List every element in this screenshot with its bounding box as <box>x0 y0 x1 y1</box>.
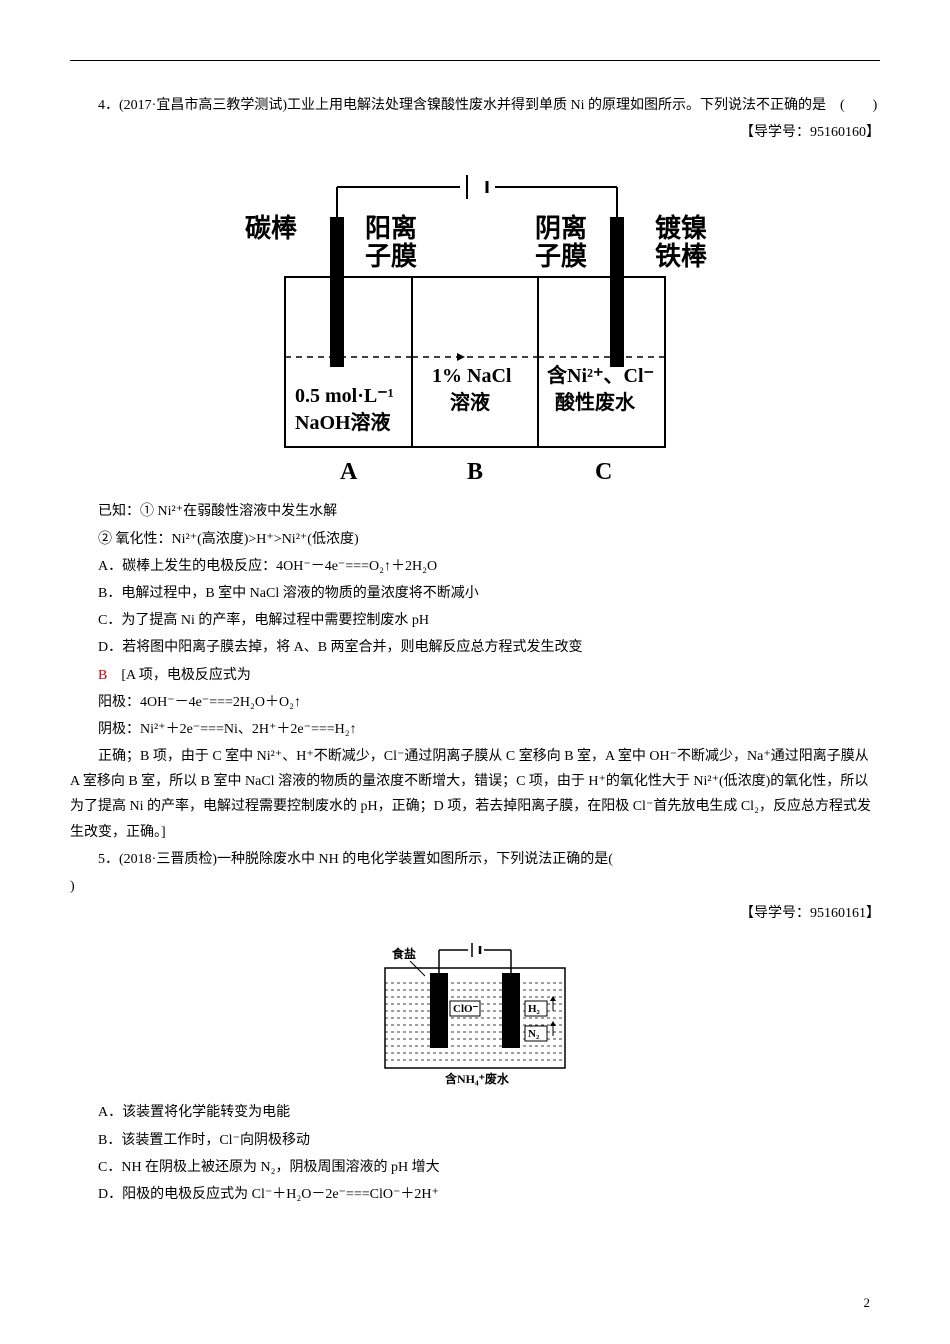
q4-anode: 阳极：4OH⁻－4e⁻===2H₂O＋O₂↑ <box>70 690 880 715</box>
q4-known1: 已知：① Ni²⁺在弱酸性溶液中发生水解 <box>70 499 880 524</box>
q4-answer-letter: B <box>98 668 107 683</box>
h2-label: H₂ <box>528 1003 541 1015</box>
salt-label: 食盐 <box>391 946 416 961</box>
label-right-electrode-l1: 镀镍 <box>655 213 707 243</box>
cell-a-l1: 0.5 mol·L⁻¹ <box>295 385 394 407</box>
label-mem2-l2: 子膜 <box>535 242 587 271</box>
q5-stem-a: 5．(2018·三晋质检)一种脱除废水中 NH 的电化学装置如图所示，下列说法正… <box>70 847 880 872</box>
q5-optB: B．该装置工作时，Cl⁻向阴极移动 <box>70 1128 880 1153</box>
clo-label: ClO⁻ <box>453 1003 479 1015</box>
q4-optD: D．若将图中阳离子膜去掉，将 A、B 两室合并，则电解反应总方程式发生改变 <box>70 635 880 660</box>
cell-b-l2: 溶液 <box>450 390 491 414</box>
label-mem1-l1: 阳离 <box>365 213 417 243</box>
cell-a-l2: NaOH溶液 <box>295 410 392 434</box>
q5-optC: C．NH 在阴极上被还原为 N₂，阴极周围溶液的 pH 增大 <box>70 1155 880 1180</box>
label-a: A <box>340 459 358 485</box>
q5-guide: 【导学号：95160161】 <box>70 901 880 926</box>
q5-stem-b: ) <box>70 874 880 899</box>
q4-explain: 正确；B 项，由于 C 室中 Ni²⁺、H⁺不断减少，Cl⁻通过阴离子膜从 C … <box>70 744 880 845</box>
q4-optA: A．碳棒上发生的电极反应：4OH⁻－4e⁻===O₂↑＋2H₂O <box>70 554 880 579</box>
q4-cathode: 阴极：Ni²⁺＋2e⁻===Ni、2H⁺＋2e⁻===H₂↑ <box>70 717 880 742</box>
label-c: C <box>595 459 612 485</box>
bottom-label: 含NH₄⁺废水 <box>445 1071 510 1086</box>
cell-c-l2: 酸性废水 <box>555 390 636 414</box>
q4-diagram: 碳棒 阳离 子膜 阴离 子膜 镀镍 铁棒 0.5 mol·L⁻¹ NaOH溶液 … <box>235 157 715 487</box>
q4-known2: ② 氧化性：Ni²⁺(高浓度)>H⁺>Ni²⁺(低浓度) <box>70 527 880 552</box>
page-number: 2 <box>864 1291 871 1314</box>
q5-optA: A．该装置将化学能转变为电能 <box>70 1100 880 1125</box>
label-right-electrode-l2: 铁棒 <box>655 241 708 271</box>
q5-optD: D．阳极的电极反应式为 Cl⁻＋H₂O－2e⁻===ClO⁻＋2H⁺ <box>70 1182 880 1207</box>
cell-c-l1: 含Ni²⁺、Cl⁻ <box>547 363 654 387</box>
q4-answer-intro: [A 项，电极反应式为 <box>107 668 251 683</box>
q4-stem: 4．(2017·宜昌市高三教学测试)工业上用电解法处理含镍酸性废水并得到单质 N… <box>70 93 880 118</box>
q5-diagram: 食盐 ClO⁻ H₂ N₂ 含NH₄⁺废水 <box>370 938 580 1088</box>
n2-label: N₂ <box>528 1028 540 1040</box>
label-mem2-l1: 阴离 <box>535 213 587 243</box>
q4-guide: 【导学号：95160160】 <box>70 120 880 145</box>
cell-b-l1: 1% NaCl <box>432 365 512 387</box>
q4-optC: C．为了提高 Ni 的产率，电解过程中需要控制废水 pH <box>70 608 880 633</box>
q4-answer-line: B [A 项，电极反应式为 <box>70 663 880 688</box>
label-left-electrode: 碳棒 <box>245 214 298 243</box>
q4-optB: B．电解过程中，B 室中 NaCl 溶液的物质的量浓度将不断减小 <box>70 581 880 606</box>
label-b: B <box>467 459 483 485</box>
label-mem1-l2: 子膜 <box>365 242 417 271</box>
